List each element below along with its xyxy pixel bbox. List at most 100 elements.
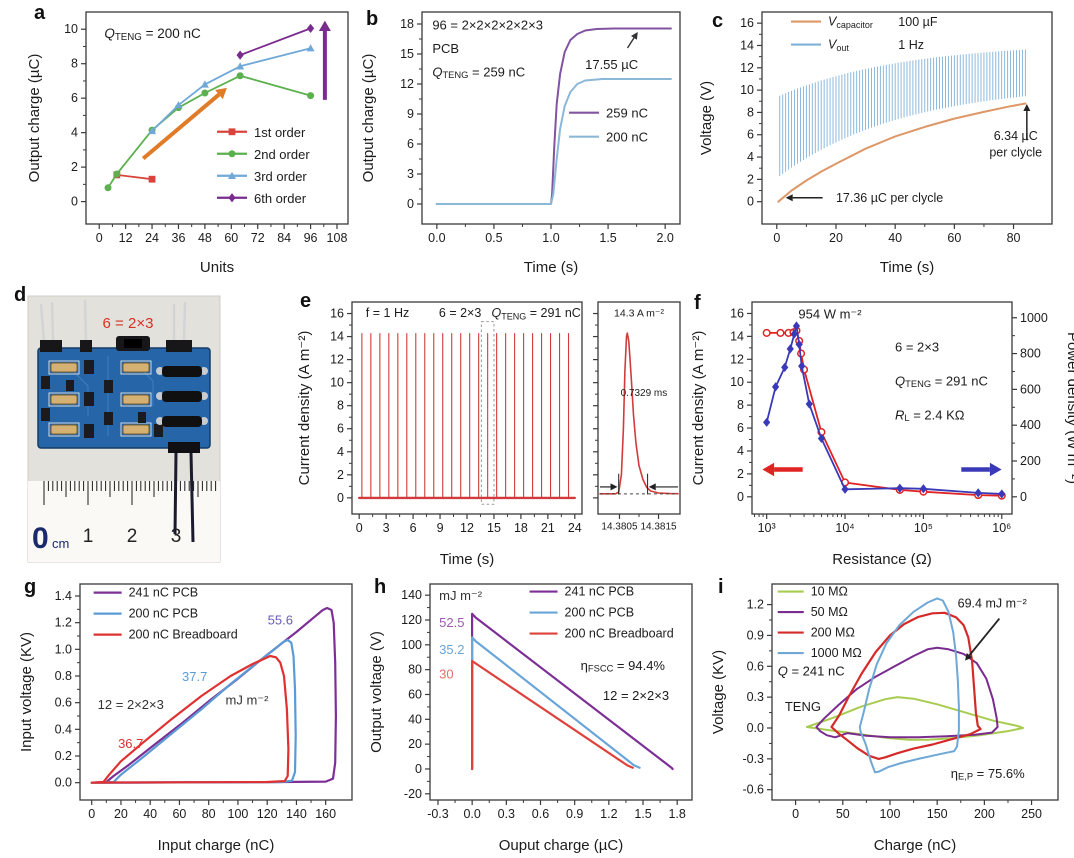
svg-text:55.6: 55.6 [268, 612, 293, 627]
svg-text:0.8: 0.8 [55, 669, 72, 683]
chart-current-power-vs-resistance: 10³ 10⁴ 10⁵ 10⁶ 0 2 4 6 8 10 12 14 16 0 200 400 600 800 10… [690, 301, 1074, 568]
svg-text:6.34 µC: 6.34 µC [994, 129, 1038, 143]
svg-text:QTENG = 259 nC: QTENG = 259 nC [432, 64, 525, 80]
svg-text:10⁶: 10⁶ [992, 521, 1011, 535]
svg-text:12: 12 [460, 521, 474, 535]
svg-text:80: 80 [1007, 231, 1021, 245]
svg-text:0: 0 [737, 490, 744, 504]
panel-label-e: e [300, 290, 312, 312]
svg-text:80: 80 [408, 663, 422, 677]
svg-text:6: 6 [410, 521, 417, 535]
svg-text:6: 6 [737, 421, 744, 435]
svg-text:0: 0 [415, 762, 422, 776]
svg-text:0: 0 [747, 195, 754, 209]
svg-text:Q = 241 nC: Q = 241 nC [778, 663, 845, 678]
svg-text:120: 120 [257, 807, 278, 821]
svg-text:QTENG = 291 nC: QTENG = 291 nC [895, 373, 988, 389]
svg-text:200 nC PCB: 200 nC PCB [565, 606, 634, 620]
svg-text:2: 2 [737, 467, 744, 481]
svg-text:3: 3 [407, 167, 414, 181]
ruler-mark-1: 1 [83, 526, 94, 547]
panel-label-c: c [712, 10, 724, 32]
svg-text:2: 2 [71, 160, 78, 174]
pcb-photo: 0 cm 1 2 3 [27, 295, 221, 563]
svg-text:ηFSCC = 94.4%: ηFSCC = 94.4% [581, 658, 666, 674]
svg-text:TENG: TENG [785, 699, 821, 714]
svg-text:6 = 2×3: 6 = 2×3 [895, 339, 939, 354]
panel-label-i: i [718, 576, 724, 598]
svg-text:600: 600 [1020, 382, 1041, 396]
svg-text:12 = 2×2×3: 12 = 2×2×3 [603, 688, 669, 703]
svg-text:Power density (W m⁻²): Power density (W m⁻²) [1064, 332, 1074, 484]
svg-text:Input voltage (KV): Input voltage (KV) [18, 632, 35, 752]
svg-text:Charge (nC): Charge (nC) [874, 837, 957, 854]
pcb-factorization-label: 6 = 2×3 [103, 315, 154, 332]
svg-text:4: 4 [737, 444, 744, 458]
svg-text:1.8: 1.8 [668, 807, 685, 821]
svg-text:14: 14 [730, 329, 744, 343]
svg-text:160: 160 [315, 807, 336, 821]
pcb-diodes [156, 366, 208, 427]
svg-text:0.2: 0.2 [55, 749, 72, 763]
svg-text:mJ m⁻²: mJ m⁻² [439, 587, 483, 602]
svg-text:10⁴: 10⁴ [835, 521, 854, 535]
svg-text:241 nC PCB: 241 nC PCB [565, 585, 634, 599]
svg-text:1.4: 1.4 [55, 589, 72, 603]
svg-text:69.4 mJ m⁻²: 69.4 mJ m⁻² [958, 596, 1027, 610]
svg-text:2: 2 [747, 172, 754, 186]
ruler-ticks [43, 481, 217, 505]
svg-text:Ouput charge (µC): Ouput charge (µC) [499, 837, 624, 854]
svg-text:6: 6 [337, 422, 344, 436]
svg-text:0.3: 0.3 [498, 807, 515, 821]
svg-text:Time (s): Time (s) [524, 259, 578, 276]
svg-text:Vcapacitor: Vcapacitor [828, 15, 873, 30]
panel-label-d: d [14, 284, 27, 306]
svg-text:1.0: 1.0 [55, 642, 72, 656]
svg-text:12: 12 [119, 231, 133, 245]
svg-text:60: 60 [408, 687, 422, 701]
panel-label-a: a [34, 2, 46, 24]
svg-text:0.0: 0.0 [463, 807, 480, 821]
svg-text:15: 15 [487, 521, 501, 535]
svg-text:8: 8 [747, 105, 754, 119]
svg-text:6: 6 [747, 128, 754, 142]
svg-text:1.0: 1.0 [542, 231, 559, 245]
svg-text:0: 0 [337, 491, 344, 505]
svg-text:Vout: Vout [828, 38, 849, 53]
svg-text:72: 72 [251, 231, 265, 245]
svg-text:24: 24 [145, 231, 159, 245]
pcb-capacitors [48, 360, 152, 437]
svg-text:18: 18 [400, 17, 414, 31]
svg-text:20: 20 [829, 231, 843, 245]
svg-text:14.3 A m⁻²: 14.3 A m⁻² [614, 308, 664, 320]
svg-text:1.5: 1.5 [634, 807, 651, 821]
svg-text:0.6: 0.6 [55, 696, 72, 710]
svg-text:6: 6 [407, 137, 414, 151]
svg-text:200 MΩ: 200 MΩ [811, 626, 855, 640]
svg-text:52.5: 52.5 [439, 614, 464, 629]
svg-text:Units: Units [200, 259, 234, 276]
svg-text:12: 12 [740, 61, 754, 75]
svg-text:18: 18 [514, 521, 528, 535]
svg-text:1000 MΩ: 1000 MΩ [811, 646, 862, 660]
svg-text:50: 50 [836, 807, 850, 821]
svg-text:40: 40 [888, 231, 902, 245]
svg-text:Output voltage (V): Output voltage (V) [368, 631, 385, 753]
svg-text:150: 150 [927, 807, 948, 821]
header-pins [39, 299, 187, 343]
svg-text:Current density (A m⁻²): Current density (A m⁻²) [690, 331, 707, 486]
chart-output-voltage-vs-output-charge: -0.3 0.0 0.3 0.6 0.9 1.2 1.5 1.8 -20 0 20 40 60 80 100… [368, 583, 693, 854]
svg-text:60: 60 [947, 231, 961, 245]
svg-text:96 = 2×2×2×2×2×3: 96 = 2×2×2×2×2×3 [432, 17, 543, 32]
svg-text:10: 10 [64, 22, 78, 36]
svg-text:140: 140 [401, 588, 422, 602]
svg-text:36.7: 36.7 [118, 735, 143, 750]
svg-text:QTENG = 291 nC: QTENG = 291 nC [492, 306, 581, 321]
svg-text:6th order: 6th order [254, 190, 307, 205]
svg-text:8: 8 [737, 398, 744, 412]
svg-text:259 nC: 259 nC [606, 105, 648, 120]
svg-text:0: 0 [1020, 490, 1027, 504]
svg-text:0.0: 0.0 [428, 231, 445, 245]
svg-text:1.5: 1.5 [599, 231, 616, 245]
